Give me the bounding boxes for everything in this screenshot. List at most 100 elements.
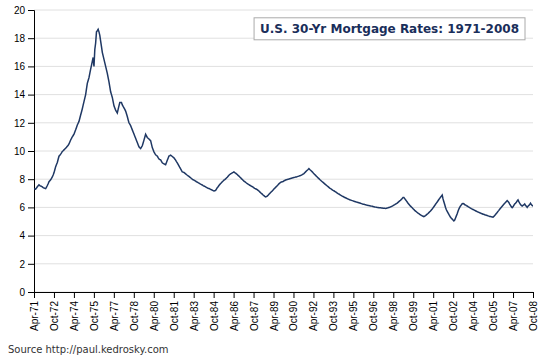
tick-mark xyxy=(393,292,394,298)
axis-line xyxy=(35,293,534,299)
tick: Oct-05 xyxy=(488,292,499,331)
tick-mark xyxy=(54,292,55,298)
tick-mark xyxy=(274,292,275,298)
tick-mark xyxy=(28,292,34,293)
tick: Apr-04 xyxy=(468,292,479,331)
tick-mark xyxy=(134,292,135,298)
tick-mark xyxy=(28,123,34,124)
tick: Apr-83 xyxy=(189,292,200,331)
tick-mark xyxy=(28,10,34,11)
tick: Oct-75 xyxy=(89,292,100,331)
tick-mark xyxy=(373,292,374,298)
tick-mark xyxy=(254,292,255,298)
tick-mark xyxy=(433,292,434,298)
tick-mark xyxy=(174,292,175,298)
tick-mark xyxy=(234,292,235,298)
grid-line xyxy=(34,207,533,208)
tick-label: Apr-77 xyxy=(109,301,120,331)
tick-label: 4 xyxy=(19,230,25,241)
tick-label: Oct-08 xyxy=(528,301,539,331)
tick: Oct-08 xyxy=(528,292,539,331)
tick: 18 xyxy=(14,33,34,44)
tick-mark xyxy=(154,292,155,298)
title-box: U.S. 30-Yr Mortgage Rates: 1971-2008 xyxy=(254,18,525,40)
tick: Oct-93 xyxy=(328,292,339,331)
tick-mark xyxy=(513,292,514,298)
tick-label: Oct-84 xyxy=(209,301,220,331)
tick-label: Apr-89 xyxy=(269,301,280,331)
tick-mark xyxy=(293,292,294,298)
grid-line xyxy=(34,94,533,95)
tick: Oct-78 xyxy=(129,292,140,331)
tick-mark xyxy=(313,292,314,298)
tick-label: Apr-01 xyxy=(428,301,439,331)
grid xyxy=(34,10,533,292)
tick: Apr-77 xyxy=(109,292,120,331)
tick-label: Apr-95 xyxy=(348,301,359,331)
tick-label: 14 xyxy=(14,89,26,100)
tick-label: 10 xyxy=(14,146,26,157)
tick-label: Oct-81 xyxy=(169,301,180,331)
tick-mark xyxy=(473,292,474,298)
tick-label: 0 xyxy=(19,287,25,298)
tick: Apr-01 xyxy=(428,292,439,331)
title-frame xyxy=(254,18,525,40)
grid-line xyxy=(34,122,533,123)
tick-label: Apr-74 xyxy=(69,301,80,331)
tick-mark xyxy=(28,264,34,265)
tick-mark xyxy=(214,292,215,298)
tick-mark xyxy=(94,292,95,298)
tick-label: Apr-07 xyxy=(508,301,519,331)
tick-mark xyxy=(114,292,115,298)
grid-line xyxy=(34,10,533,11)
tick-label: 6 xyxy=(19,202,25,213)
grid-line xyxy=(34,235,533,236)
tick-mark xyxy=(28,151,34,152)
tick: Oct-90 xyxy=(288,292,299,331)
tick-label: Oct-05 xyxy=(488,301,499,331)
tick: Oct-84 xyxy=(209,292,220,331)
axis-line xyxy=(28,11,35,293)
tick-mark xyxy=(28,207,34,208)
tick: 0 xyxy=(19,287,34,298)
tick-label: Apr-86 xyxy=(229,301,240,331)
tick-mark xyxy=(333,292,334,298)
y-axis: 02468101214161820 xyxy=(14,5,35,298)
tick: 20 xyxy=(14,5,34,16)
tick: Oct-96 xyxy=(368,292,379,331)
tick-label: Oct-75 xyxy=(89,301,100,331)
tick: Apr-74 xyxy=(69,292,80,331)
tick-mark xyxy=(28,95,34,96)
marks xyxy=(34,29,533,221)
grid-line xyxy=(34,263,533,264)
tick: 4 xyxy=(19,230,34,241)
tick-mark xyxy=(493,292,494,298)
tick-label: Oct-72 xyxy=(49,301,60,331)
tick-label: Apr-04 xyxy=(468,301,479,331)
tick-label: 12 xyxy=(14,118,26,129)
tick-label: 2 xyxy=(19,259,25,270)
tick-label: Oct-93 xyxy=(328,301,339,331)
tick-mark xyxy=(28,236,34,237)
tick-label: Oct-90 xyxy=(288,301,299,331)
x-axis: Apr-71 Oct-72 Apr-74 Oct-75 Apr-77 Oct-78 Apr-… xyxy=(29,292,539,331)
tick-label: 20 xyxy=(14,5,26,16)
tick-mark xyxy=(34,292,35,298)
tick: Apr-98 xyxy=(388,292,399,331)
tick-label: Apr-98 xyxy=(388,301,399,331)
tick: 2 xyxy=(19,259,34,270)
tick: Oct-02 xyxy=(448,292,459,331)
tick: Oct-72 xyxy=(49,292,60,331)
tick: 10 xyxy=(14,146,34,157)
tick: Apr-71 xyxy=(29,292,40,331)
tick: Apr-07 xyxy=(508,292,519,331)
tick: Apr-86 xyxy=(229,292,240,331)
tick-mark xyxy=(194,292,195,298)
tick: Apr-89 xyxy=(269,292,280,331)
tick: 6 xyxy=(19,202,34,213)
tick-mark xyxy=(453,292,454,298)
tick-mark xyxy=(353,292,354,298)
tick: Oct-87 xyxy=(249,292,260,331)
tick-mark xyxy=(413,292,414,298)
tick: Apr-92 xyxy=(308,292,319,331)
